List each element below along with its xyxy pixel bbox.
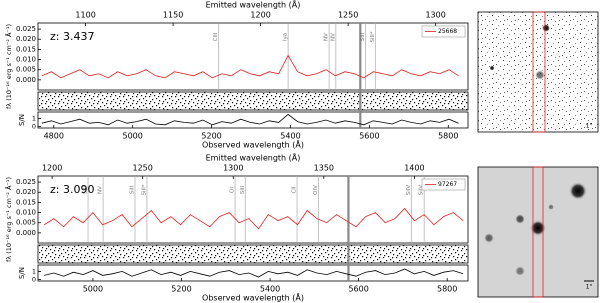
x2-axis-label: Emitted wavelength (Å) [206, 0, 301, 10]
image-scale-label: 1" [586, 123, 593, 130]
y-tick-label: 0.010 [16, 56, 36, 64]
snr-line [44, 268, 464, 278]
x2-tick-label: 1350 [314, 164, 334, 173]
spectral-line-label: CIII [213, 32, 219, 41]
spectral-line-label: SiII [240, 185, 246, 194]
y-tick-label: 0.010 [16, 209, 36, 217]
cutout-2 [477, 166, 599, 298]
x2-tick-label: 1300 [223, 164, 243, 173]
x-tick-label: 5200 [171, 285, 191, 294]
spectrum-line [41, 54, 459, 79]
spectral-line-label: SiII [83, 185, 89, 194]
x2-tick-label: 1400 [404, 164, 424, 173]
spectrum-frame [37, 22, 469, 91]
x-tick-label: 4800 [44, 132, 64, 141]
x2-tick-label: 1250 [133, 164, 153, 173]
snr-y-tick-label: 1 [32, 114, 36, 122]
snr-y-tick-label: 1 [32, 267, 36, 275]
y-tick-label: 0.015 [16, 198, 36, 206]
x-tick-label: 5600 [359, 132, 379, 141]
image-scale-label: 1" [586, 284, 593, 291]
spectral-line-label: OIV [313, 185, 319, 195]
x2-tick-label: 1200 [250, 11, 270, 20]
spectral-line-label: NV [330, 33, 336, 41]
x2-axis-label: Emitted wavelength (Å) [206, 152, 301, 163]
spectral-line-label: SiIV [406, 185, 412, 196]
snr-axis-label: S/N [18, 267, 26, 279]
snr-y-tick-label: 0 [32, 275, 36, 283]
spectral-line-label: SiIV [419, 185, 425, 196]
snr-y-tick-label: 0 [32, 122, 36, 130]
spectrum-line [43, 207, 464, 230]
x-axis-label: Observed wavelength (Å) [202, 292, 304, 303]
y-tick-label: 0.000 [16, 76, 36, 84]
spectral-line-label: NV [324, 33, 330, 41]
legend-label: 25668 [438, 28, 457, 35]
spectral-line-label: SiII [129, 185, 135, 194]
redshift-annotation: z: 3.437 [50, 30, 94, 43]
x-tick-label: 5600 [348, 285, 368, 294]
x-tick-label: 5000 [83, 285, 103, 294]
x2-tick-label: 1250 [338, 11, 358, 20]
spectral-line-label: OI [230, 187, 236, 193]
snr-axis-label: S/N [18, 114, 26, 126]
x2-tick-label: 1200 [42, 164, 62, 173]
legend-label: 97267 [438, 181, 457, 188]
x2-tick-label: 1300 [425, 11, 445, 20]
y-axis-label: fλ (10⁻¹⁶ erg s⁻¹ cm⁻² Å⁻¹) [4, 177, 13, 262]
snr-line [41, 113, 459, 126]
x-tick-label: 5800 [438, 132, 458, 141]
sky-2d-spectrum [37, 244, 469, 264]
legend-box [421, 25, 466, 38]
spectral-line-label: SiII* [141, 184, 147, 195]
x2-tick-label: 1100 [75, 11, 95, 20]
x-tick-label: 5800 [437, 285, 457, 294]
snr-frame [37, 111, 469, 129]
y-tick-label: 0.025 [16, 25, 36, 33]
x-tick-label: 5200 [201, 132, 221, 141]
x2-tick-label: 1150 [163, 11, 183, 20]
y-tick-label: 0.005 [16, 219, 36, 227]
spectral-line-label: lya [283, 33, 289, 41]
x-tick-label: 5000 [122, 132, 142, 141]
snr-frame [37, 264, 469, 282]
spectrum-frame [37, 175, 469, 244]
y-axis-label: fλ (10⁻¹⁶ erg s⁻¹ cm⁻² Å⁻¹) [4, 24, 13, 109]
y-tick-label: 0.005 [16, 66, 36, 74]
y-tick-label: 0.025 [16, 178, 36, 186]
x-tick-label: 5400 [280, 132, 300, 141]
cutout-1 [477, 11, 599, 133]
spectral-line-label: SiII [360, 32, 366, 41]
y-tick-label: 0.000 [16, 229, 36, 237]
sky-2d-spectrum [37, 91, 469, 111]
y-tick-label: 0.015 [16, 45, 36, 53]
spectral-line-label: NV [98, 186, 104, 194]
y-tick-label: 0.020 [16, 188, 36, 196]
x-tick-label: 5400 [260, 285, 280, 294]
y-tick-label: 0.020 [16, 35, 36, 43]
x-axis-label: Observed wavelength (Å) [202, 139, 304, 150]
redshift-annotation: z: 3.090 [50, 183, 94, 196]
legend-box [421, 178, 466, 191]
spectral-line-label: CII [292, 186, 298, 193]
spectral-line-label: SiII* [370, 31, 376, 42]
